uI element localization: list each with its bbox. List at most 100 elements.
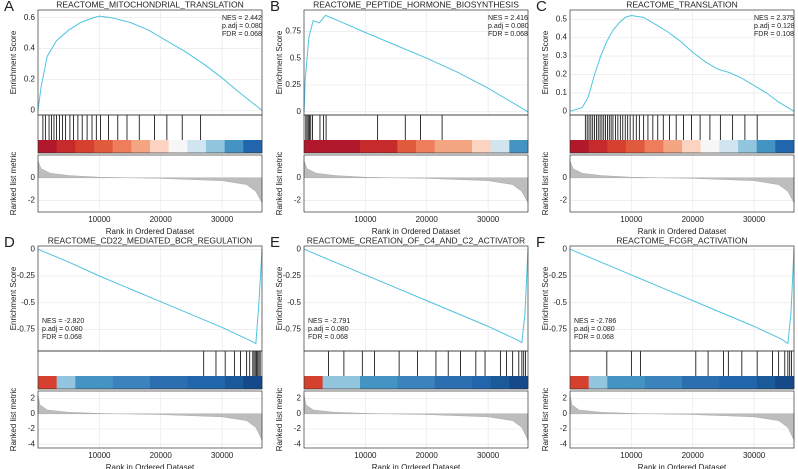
colorbar-segment xyxy=(644,376,664,389)
stats-text: FDR = 0.068 xyxy=(308,334,348,341)
y-tick-label: 0.4 xyxy=(24,44,36,53)
panel: D REACTOME_CD22_MEDIATED_BCR_REGULATION -0… xyxy=(4,234,263,469)
panel: A REACTOME_MITOCHONDRIAL_TRANSLATION 0 0.2 0… xyxy=(4,0,263,236)
colorbar-segment xyxy=(588,140,608,153)
panel-title: REACTOME_MITOCHONDRIAL_TRANSLATION xyxy=(56,0,244,9)
colorbar-segment xyxy=(453,140,473,153)
y-tick-label: 0 xyxy=(31,173,36,182)
x-tick-label: 10000 xyxy=(620,215,643,224)
y-tick-label: -0.5 xyxy=(21,298,35,307)
colorbar-segment xyxy=(588,376,608,389)
panel: B REACTOME_PEPTIDE_HORMONE_BIOSYNTHESIS 0 0… xyxy=(270,0,529,236)
colorbar-segment xyxy=(131,140,151,153)
y-tick-label: 0 xyxy=(297,244,302,253)
colorbar-segment xyxy=(719,376,739,389)
y-tick-label: -0.25 xyxy=(17,271,36,280)
y-tick-label: 0.5 xyxy=(556,14,568,23)
colorbar-segment xyxy=(663,376,683,389)
x-tick-label: 20000 xyxy=(416,451,439,460)
y-tick-label: 0.2 xyxy=(556,70,568,79)
x-tick-label: 20000 xyxy=(682,451,705,460)
colorbar-segment xyxy=(756,140,776,153)
y-tick-label: 0 xyxy=(297,107,302,116)
colorbar-segment xyxy=(490,140,510,153)
x-axis-label: Rank in Ordered Dataset xyxy=(106,227,195,236)
panel: E REACTOME_CREATION_OF_C4_AND_C2_ACTIVATO… xyxy=(270,234,529,469)
y-tick-label: -0.75 xyxy=(17,325,36,334)
stats-text: p.adj = 0.080 xyxy=(574,326,615,333)
y-axis-label: Ranked list metric xyxy=(9,152,18,216)
plot-frame xyxy=(37,350,263,390)
metric-area xyxy=(303,160,529,203)
colorbar-segment xyxy=(378,140,398,153)
y-tick-label: 0 xyxy=(563,173,568,182)
colorbar-segment xyxy=(150,140,169,153)
colorbar-segment xyxy=(224,376,244,389)
colorbar-segment xyxy=(378,376,398,389)
panel-letter: D xyxy=(4,234,15,251)
y-tick-label: -4 xyxy=(294,439,302,448)
plot-frame xyxy=(303,350,529,390)
plot-frame xyxy=(37,154,263,213)
y-tick-label: 0.3 xyxy=(556,51,568,60)
x-axis-label: Rank in Ordered Dataset xyxy=(106,463,195,469)
colorbar-segment xyxy=(738,376,757,389)
y-axis-label: Enrichment Score xyxy=(275,30,284,94)
x-tick-label: 10000 xyxy=(354,215,377,224)
enrichment-line xyxy=(569,248,795,345)
plot-frame xyxy=(303,114,529,154)
x-tick-label: 20000 xyxy=(150,215,173,224)
colorbar-segment xyxy=(756,376,776,389)
y-axis-label: Enrichment Score xyxy=(275,266,284,330)
plot-frame xyxy=(569,114,795,154)
y-tick-label: 0 xyxy=(297,409,302,418)
colorbar-segment xyxy=(626,140,645,153)
colorbar-segment xyxy=(472,140,491,153)
y-tick-label: 0.2 xyxy=(24,75,36,84)
y-tick-label: -0.5 xyxy=(287,298,301,307)
plot-frame xyxy=(569,390,795,449)
colorbar-segment xyxy=(453,376,473,389)
colorbar-segment xyxy=(75,376,95,389)
x-tick-label: 30000 xyxy=(211,215,234,224)
panel-title: REACTOME_CD22_MEDIATED_BCR_REGULATION xyxy=(48,235,253,245)
colorbar-segment xyxy=(607,140,627,153)
panel-letter: A xyxy=(4,0,14,15)
colorbar-segment xyxy=(663,140,683,153)
colorbar-segment xyxy=(38,376,57,389)
y-tick-label: 0 xyxy=(31,409,36,418)
y-tick-label: -2 xyxy=(294,424,302,433)
colorbar-segment xyxy=(322,140,342,153)
y-tick-label: -0.75 xyxy=(283,325,302,334)
enrichment-line xyxy=(569,15,795,112)
metric-area xyxy=(37,394,263,441)
x-tick-label: 20000 xyxy=(682,215,705,224)
colorbar-segment xyxy=(607,376,627,389)
colorbar-segment xyxy=(700,140,720,153)
x-tick-label: 30000 xyxy=(743,215,766,224)
stats-text: NES = -2.791 xyxy=(308,318,350,325)
x-tick-label: 10000 xyxy=(354,451,377,460)
y-axis-label: Ranked list metric xyxy=(275,388,284,452)
y-tick-label: 0.1 xyxy=(556,88,568,97)
colorbar-segment xyxy=(570,140,589,153)
stats-text: FDR = 0.108 xyxy=(754,31,794,38)
y-tick-label: 2 xyxy=(563,394,568,403)
y-tick-label: -0.75 xyxy=(549,325,568,334)
y-axis-label: Enrichment Score xyxy=(9,266,18,330)
colorbar-segment xyxy=(243,376,263,389)
y-tick-label: 0.75 xyxy=(285,27,301,36)
x-tick-label: 10000 xyxy=(620,451,643,460)
y-tick-label: 2 xyxy=(297,394,302,403)
x-tick-label: 20000 xyxy=(150,451,173,460)
y-tick-label: 0 xyxy=(297,173,302,182)
x-tick-label: 30000 xyxy=(477,451,500,460)
colorbar-segment xyxy=(56,376,76,389)
stats-text: p.adj = 0.080 xyxy=(222,23,263,30)
y-axis-label: Enrichment Score xyxy=(541,266,550,330)
y-axis-label: Ranked list metric xyxy=(541,388,550,452)
panel-letter: C xyxy=(536,0,547,15)
colorbar-segment xyxy=(360,140,379,153)
colorbar-segment xyxy=(509,140,529,153)
stats-text: FDR = 0.068 xyxy=(488,31,528,38)
